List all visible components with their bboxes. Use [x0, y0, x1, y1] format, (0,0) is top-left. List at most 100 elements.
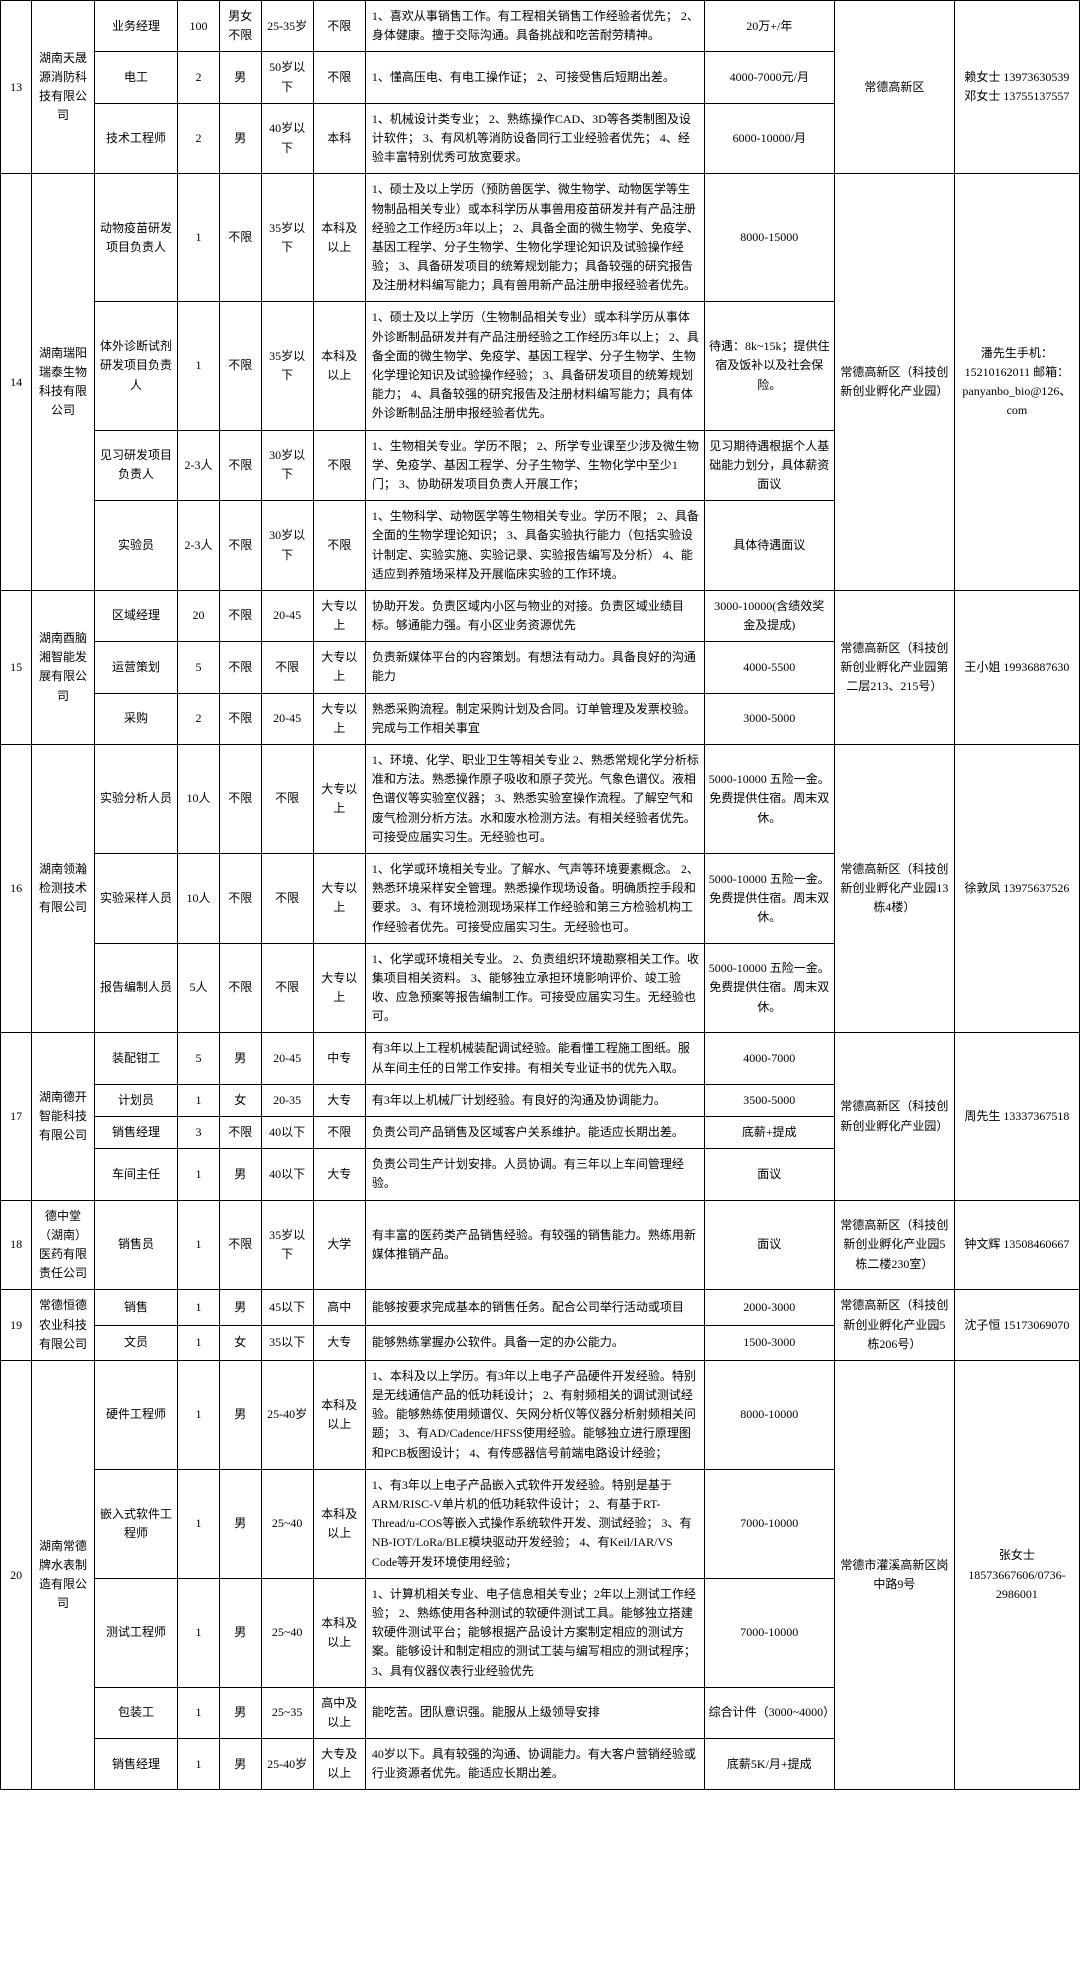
- count-cell: 1: [178, 1084, 220, 1116]
- position-cell: 装配钳工: [94, 1033, 177, 1084]
- requirement-cell: 1、硕士及以上学历（生物制品相关专业）或本科学历从事体外诊断制品研发并有产品注册…: [365, 302, 704, 430]
- requirement-cell: 1、有3年以上电子产品嵌入式软件开发经验。特别是基于ARM/RISC-V单片机的…: [365, 1469, 704, 1578]
- education-cell: 不限: [313, 430, 365, 501]
- table-row: 18德中堂（湖南）医药有限责任公司销售员1不限35岁以下大学有丰富的医药类产品销…: [1, 1200, 1080, 1290]
- position-cell: 体外诊断试剂研发项目负责人: [94, 302, 177, 430]
- count-cell: 1: [178, 1360, 220, 1469]
- gender-cell: 女: [219, 1084, 261, 1116]
- salary-cell: 3500-5000: [704, 1084, 834, 1116]
- count-cell: 1: [178, 1578, 220, 1687]
- salary-cell: 7000-10000: [704, 1578, 834, 1687]
- table-row: 20湖南常德牌水表制造有限公司硬件工程师1男25-40岁本科及以上1、本科及以上…: [1, 1360, 1080, 1469]
- age-cell: 25~40: [261, 1469, 313, 1578]
- salary-cell: 3000-10000(含绩效奖金及提成): [704, 590, 834, 641]
- salary-cell: 面议: [704, 1149, 834, 1200]
- position-cell: 运营策划: [94, 642, 177, 693]
- location-cell: 常德高新区（科技创新创业孵化产业园5栋二楼230室）: [834, 1200, 954, 1290]
- gender-cell: 男: [219, 1149, 261, 1200]
- age-cell: 35岁以下: [261, 302, 313, 430]
- education-cell: 大专及以上: [313, 1739, 365, 1790]
- age-cell: 25-40岁: [261, 1360, 313, 1469]
- position-cell: 嵌入式软件工程师: [94, 1469, 177, 1578]
- gender-cell: 男: [219, 1687, 261, 1738]
- location-cell: 常德市灌溪高新区岗中路9号: [834, 1360, 954, 1790]
- age-cell: 35岁以下: [261, 1200, 313, 1290]
- requirement-cell: 负责公司生产计划安排。人员协调。有三年以上车间管理经验。: [365, 1149, 704, 1200]
- gender-cell: 不限: [219, 302, 261, 430]
- requirement-cell: 40岁以下。具有较强的沟通、协调能力。有大客户营销经验或行业资源者优先。能适应长…: [365, 1739, 704, 1790]
- location-cell: 常德高新区（科技创新创业孵化产业园5栋206号）: [834, 1290, 954, 1361]
- education-cell: 大专: [313, 1149, 365, 1200]
- count-cell: 1: [178, 1149, 220, 1200]
- salary-cell: 8000-15000: [704, 174, 834, 302]
- gender-cell: 不限: [219, 590, 261, 641]
- count-cell: 100: [178, 1, 220, 52]
- age-cell: 40岁以下: [261, 103, 313, 174]
- count-cell: 5: [178, 642, 220, 693]
- salary-cell: 底薪+提成: [704, 1117, 834, 1149]
- age-cell: 不限: [261, 745, 313, 854]
- gender-cell: 不限: [219, 943, 261, 1033]
- age-cell: 不限: [261, 943, 313, 1033]
- salary-cell: 待遇：8k~15k；提供住宿及饭补以及社会保险。: [704, 302, 834, 430]
- age-cell: 30岁以下: [261, 501, 313, 591]
- requirement-cell: 能吃苦。团队意识强。能服从上级领导安排: [365, 1687, 704, 1738]
- count-cell: 1: [178, 1739, 220, 1790]
- salary-cell: 1500-3000: [704, 1325, 834, 1360]
- position-cell: 技术工程师: [94, 103, 177, 174]
- education-cell: 大专: [313, 1325, 365, 1360]
- gender-cell: 不限: [219, 1200, 261, 1290]
- education-cell: 不限: [313, 52, 365, 103]
- gender-cell: 不限: [219, 430, 261, 501]
- location-cell: 常德高新区（科技创新创业孵化产业园13栋4楼）: [834, 745, 954, 1033]
- position-cell: 业务经理: [94, 1, 177, 52]
- requirement-cell: 1、化学或环境相关专业。 2、负责组织环境勘察相关工作。收集项目相关资料。 3、…: [365, 943, 704, 1033]
- company-cell: 常德恒德农业科技有限公司: [32, 1290, 95, 1361]
- education-cell: 高中: [313, 1290, 365, 1325]
- age-cell: 不限: [261, 853, 313, 943]
- contact-cell: 沈子恒 15173069070: [954, 1290, 1079, 1361]
- count-cell: 1: [178, 1200, 220, 1290]
- requirement-cell: 协助开发。负责区域内小区与物业的对接。负责区域业绩目标。够通能力强。有小区业务资…: [365, 590, 704, 641]
- position-cell: 测试工程师: [94, 1578, 177, 1687]
- job-table: 13湖南天晟源消防科技有限公司业务经理100男女不限25-35岁不限1、喜欢从事…: [0, 0, 1080, 1790]
- company-cell: 湖南领瀚检测技术有限公司: [32, 745, 95, 1033]
- salary-cell: 面议: [704, 1200, 834, 1290]
- requirement-cell: 有3年以上机械厂计划经验。有良好的沟通及协调能力。: [365, 1084, 704, 1116]
- position-cell: 销售员: [94, 1200, 177, 1290]
- salary-cell: 4000-7000元/月: [704, 52, 834, 103]
- contact-cell: 潘先生手机：15210162011 邮箱：panyanbo_bio@126、co…: [954, 174, 1079, 591]
- location-cell: 常德高新区: [834, 1, 954, 174]
- gender-cell: 男: [219, 1739, 261, 1790]
- gender-cell: 不限: [219, 1117, 261, 1149]
- table-row: 13湖南天晟源消防科技有限公司业务经理100男女不限25-35岁不限1、喜欢从事…: [1, 1, 1080, 52]
- requirement-cell: 1、懂高压电、有电工操作证； 2、可接受售后短期出差。: [365, 52, 704, 103]
- gender-cell: 不限: [219, 853, 261, 943]
- company-cell: 湖南德开智能科技有限公司: [32, 1033, 95, 1200]
- idx-cell: 19: [1, 1290, 32, 1361]
- position-cell: 硬件工程师: [94, 1360, 177, 1469]
- position-cell: 车间主任: [94, 1149, 177, 1200]
- count-cell: 5: [178, 1033, 220, 1084]
- requirement-cell: 1、计算机相关专业、电子信息相关专业；2年以上测试工作经验； 2、熟练使用各种测…: [365, 1578, 704, 1687]
- salary-cell: 4000-7000: [704, 1033, 834, 1084]
- contact-cell: 钟文辉 13508460667: [954, 1200, 1079, 1290]
- position-cell: 电工: [94, 52, 177, 103]
- company-cell: 湖南常德牌水表制造有限公司: [32, 1360, 95, 1790]
- salary-cell: 6000-10000/月: [704, 103, 834, 174]
- count-cell: 3: [178, 1117, 220, 1149]
- education-cell: 本科及以上: [313, 1578, 365, 1687]
- gender-cell: 男: [219, 1033, 261, 1084]
- age-cell: 25~35: [261, 1687, 313, 1738]
- gender-cell: 不限: [219, 693, 261, 744]
- position-cell: 实验采样人员: [94, 853, 177, 943]
- count-cell: 2: [178, 52, 220, 103]
- education-cell: 大专以上: [313, 853, 365, 943]
- requirement-cell: 有3年以上工程机械装配调试经验。能看懂工程施工图纸。服从车间主任的日常工作安排。…: [365, 1033, 704, 1084]
- gender-cell: 男: [219, 1290, 261, 1325]
- age-cell: 25~40: [261, 1578, 313, 1687]
- education-cell: 本科及以上: [313, 1360, 365, 1469]
- location-cell: 常德高新区（科技创新创业孵化产业园第二层213、215号）: [834, 590, 954, 744]
- idx-cell: 18: [1, 1200, 32, 1290]
- gender-cell: 男: [219, 1578, 261, 1687]
